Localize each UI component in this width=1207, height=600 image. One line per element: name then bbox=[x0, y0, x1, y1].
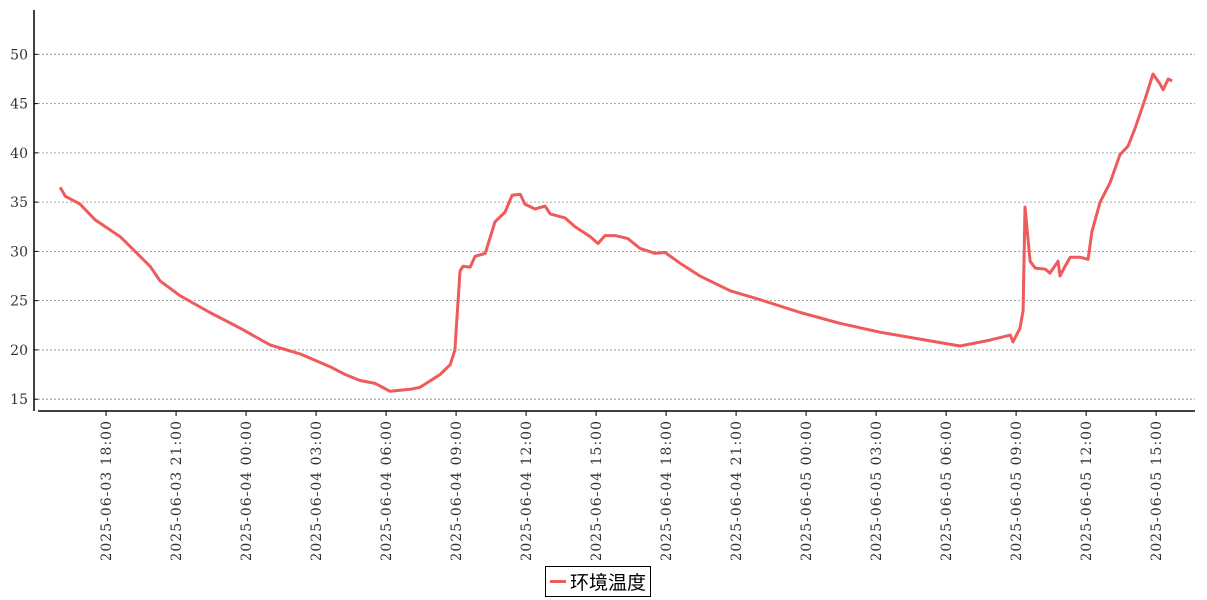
y-tick-label: 35 bbox=[10, 195, 28, 211]
y-tick-label: 45 bbox=[10, 97, 28, 113]
y-tick-label: 40 bbox=[10, 146, 28, 162]
x-tick-label: 2025-06-04 00:00 bbox=[239, 420, 255, 560]
x-tick-label: 2025-06-04 15:00 bbox=[589, 420, 605, 560]
x-tick-label: 2025-06-04 03:00 bbox=[309, 420, 325, 560]
x-tick-label: 2025-06-05 15:00 bbox=[1149, 420, 1165, 560]
y-tick-label: 50 bbox=[10, 47, 28, 63]
x-tick-label: 2025-06-04 09:00 bbox=[449, 420, 465, 560]
x-tick-label: 2025-06-05 03:00 bbox=[869, 420, 885, 560]
y-tick-label: 20 bbox=[10, 343, 28, 359]
chart: 15 20 25 30 35 40 45 50 2025-06-03 18:00 2025-06-… bbox=[10, 10, 1195, 560]
y-tick-label: 30 bbox=[10, 244, 28, 260]
legend-swatch bbox=[550, 580, 566, 583]
legend-label: 环境温度 bbox=[570, 572, 647, 594]
x-tick-label: 2025-06-05 06:00 bbox=[939, 420, 955, 560]
x-tick-label: 2025-06-05 00:00 bbox=[799, 420, 815, 560]
y-tick-label: 15 bbox=[10, 392, 28, 408]
x-tick-label: 2025-06-05 12:00 bbox=[1079, 420, 1095, 560]
x-tick-label: 2025-06-04 21:00 bbox=[729, 420, 745, 560]
data-line bbox=[58, 72, 1173, 393]
x-tick-label: 2025-06-04 18:00 bbox=[659, 420, 675, 560]
x-tick-label: 2025-06-03 21:00 bbox=[169, 420, 185, 560]
x-tick-label: 2025-06-04 06:00 bbox=[379, 420, 395, 560]
x-tick-label: 2025-06-04 12:00 bbox=[519, 420, 535, 560]
legend: 环境温度 bbox=[545, 566, 652, 597]
x-tick-label: 2025-06-03 18:00 bbox=[99, 420, 115, 560]
x-tick-label: 2025-06-05 09:00 bbox=[1009, 420, 1025, 560]
y-tick-label: 25 bbox=[10, 294, 28, 310]
